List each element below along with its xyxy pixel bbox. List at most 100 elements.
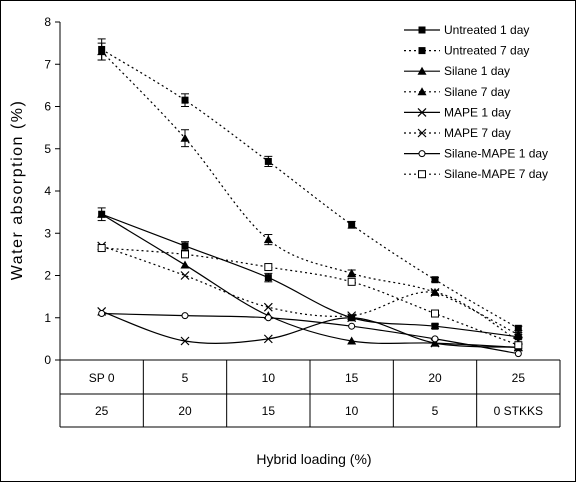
- data-point-x-marker: [180, 271, 190, 280]
- data-point-square-marker: [431, 322, 439, 330]
- data-point-triangle-marker: [263, 235, 273, 244]
- x-marker-stroke: [180, 271, 190, 280]
- series-line: [101, 310, 519, 348]
- data-point-x-marker: [180, 336, 190, 346]
- data-point-circle-marker: [181, 312, 189, 320]
- x-category-label-row1: 15: [345, 371, 359, 385]
- series-silane-mape-7-day: [97, 244, 523, 350]
- data-point-circle-marker: [98, 310, 106, 318]
- series-line: [101, 213, 519, 348]
- data-point-x-marker: [417, 128, 427, 138]
- x-category-label-row1: 20: [428, 371, 442, 385]
- data-point-triangle-marker: [97, 209, 107, 218]
- legend-item: MAPE 1 day: [404, 105, 511, 119]
- y-tick-label: 3: [44, 226, 51, 240]
- data-point-square-marker: [181, 242, 189, 250]
- data-point-triangle-marker: [417, 87, 427, 96]
- data-point-square-marker: [264, 274, 272, 282]
- series-line: [101, 247, 519, 346]
- x-marker-stroke: [180, 336, 190, 346]
- legend-label: Silane 1 day: [444, 64, 510, 78]
- y-axis-label: Water absorption (%): [9, 100, 26, 281]
- x-marker-stroke: [347, 311, 357, 321]
- data-point-circle-marker: [514, 350, 522, 358]
- data-point-triangle-marker: [97, 47, 107, 56]
- series-silane-mape-1-day: [98, 310, 522, 358]
- data-point-triangle-marker: [347, 336, 357, 345]
- x-axis-label: Hybrid loading (%): [256, 451, 371, 467]
- data-point-open-square-marker: [347, 277, 356, 286]
- x-marker-stroke: [263, 334, 273, 344]
- data-point-open-square-marker: [418, 170, 426, 179]
- x-category-label-row2: 25: [95, 404, 109, 418]
- y-tick-label: 8: [44, 15, 51, 29]
- series-line: [101, 245, 519, 342]
- legend-label: MAPE 7 day: [444, 126, 511, 140]
- data-point-x-marker: [263, 302, 273, 312]
- data-point-triangle-marker: [513, 330, 523, 339]
- legend-item: Silane 7 day: [404, 85, 510, 99]
- x-marker-stroke: [417, 107, 427, 117]
- y-tick-label: 2: [44, 269, 51, 283]
- x-category-label-row1: SP 0: [89, 371, 115, 385]
- x-category-label-row1: 5: [182, 371, 189, 385]
- series-line: [101, 213, 519, 338]
- x-category-label-row1: 10: [262, 371, 276, 385]
- data-point-open-square-marker: [181, 250, 189, 259]
- data-point-triangle-marker: [180, 260, 190, 269]
- data-point-square-marker: [514, 324, 522, 332]
- legend-item: MAPE 7 day: [404, 126, 511, 140]
- legend-item: Silane-MAPE 7 day: [404, 167, 548, 181]
- data-point-open-square-marker: [431, 309, 439, 318]
- data-point-triangle-marker: [347, 268, 357, 277]
- x-category-label-row2: 15: [262, 404, 276, 418]
- data-point-triangle-marker: [180, 133, 190, 142]
- data-point-square-marker: [181, 96, 189, 104]
- data-point-square-marker: [418, 47, 426, 55]
- data-point-square-marker: [431, 276, 439, 284]
- data-point-square-marker: [418, 26, 426, 34]
- data-point-circle-marker: [348, 322, 356, 330]
- x-category-label-row2: 10: [345, 404, 359, 418]
- y-tick-label: 0: [44, 353, 51, 367]
- legend-label: Untreated 7 day: [444, 44, 529, 58]
- series-line: [101, 51, 519, 336]
- legend-label: Silane-MAPE 1 day: [444, 147, 548, 161]
- data-point-square-marker: [264, 157, 272, 165]
- legend-item: Silane 1 day: [404, 64, 510, 78]
- data-point-circle-marker: [431, 335, 439, 343]
- series-line: [101, 48, 519, 329]
- legend-item: Untreated 7 day: [404, 44, 529, 58]
- legend-label: Untreated 1 day: [444, 23, 529, 37]
- x-category-label-row2: 20: [178, 404, 192, 418]
- data-point-open-square-marker: [97, 244, 106, 253]
- data-point-x-marker: [430, 287, 440, 297]
- x-marker-stroke: [417, 128, 427, 138]
- data-point-x-marker: [417, 107, 427, 117]
- data-point-circle-marker: [418, 150, 426, 158]
- y-tick-label: 1: [44, 311, 51, 325]
- x-marker-stroke: [263, 302, 273, 312]
- x-category-label-row1: 25: [512, 371, 526, 385]
- legend-label: Silane-MAPE 7 day: [444, 167, 548, 181]
- data-point-open-square-marker: [514, 341, 523, 350]
- data-point-x-marker: [263, 334, 273, 344]
- data-point-square-marker: [348, 221, 356, 229]
- y-tick-label: 4: [44, 184, 51, 198]
- x-category-label-row2: 0 STKKS: [494, 404, 543, 418]
- y-tick-label: 6: [44, 100, 51, 114]
- series-line: [101, 312, 519, 355]
- y-tick-label: 5: [44, 142, 51, 156]
- data-point-triangle-marker: [417, 66, 427, 75]
- data-point-circle-marker: [264, 314, 272, 322]
- legend-item: Silane-MAPE 1 day: [404, 147, 548, 161]
- legend-item: Untreated 1 day: [404, 23, 529, 37]
- data-point-x-marker: [347, 313, 357, 323]
- y-tick-label: 7: [44, 57, 51, 71]
- legend-label: Silane 7 day: [444, 85, 510, 99]
- data-point-x-marker: [347, 311, 357, 321]
- x-marker-stroke: [347, 313, 357, 323]
